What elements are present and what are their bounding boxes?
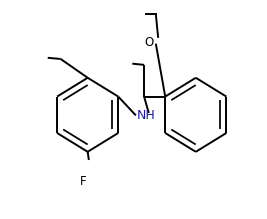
Text: F: F [80,175,86,188]
Text: NH: NH [137,109,156,122]
Text: O: O [144,36,154,49]
